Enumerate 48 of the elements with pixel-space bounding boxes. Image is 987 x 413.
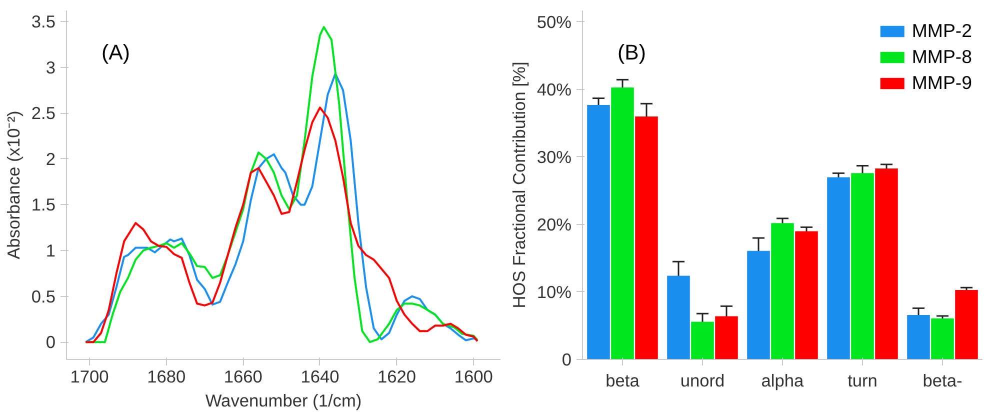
x-tick-label: beta- xyxy=(922,370,962,390)
y-tick-label: 50% xyxy=(536,12,572,32)
bar xyxy=(907,314,930,360)
x-tick-label: beta xyxy=(606,370,640,390)
legend-label: MMP-8 xyxy=(912,46,972,68)
y-tick-label: 20% xyxy=(536,214,572,234)
x-tick-label: 1700 xyxy=(70,366,109,386)
y-tick-label: 1 xyxy=(46,240,56,260)
bar xyxy=(635,116,658,360)
x-tick-label: 1640 xyxy=(300,366,340,386)
y-axis-title: HOS Fractional Contribution [%] xyxy=(508,62,529,308)
y-tick-label: 10% xyxy=(536,282,572,302)
x-tick-label: alpha xyxy=(761,370,804,390)
bar xyxy=(795,231,818,360)
x-axis-title: Wavenumber (1/cm) xyxy=(205,390,362,410)
bar xyxy=(851,173,874,360)
bar xyxy=(827,177,850,360)
y-tick-label: 0.5 xyxy=(31,286,56,306)
y-tick-label: 30% xyxy=(536,146,572,167)
bar xyxy=(611,87,634,360)
bar xyxy=(955,290,978,360)
bar xyxy=(691,322,714,360)
bar xyxy=(587,105,610,360)
x-tick-label: 1600 xyxy=(454,366,493,386)
y-tick-label: 3.5 xyxy=(31,11,56,32)
legend-label: MMP-9 xyxy=(912,72,972,94)
bar xyxy=(931,318,954,360)
x-tick-label: 1680 xyxy=(147,366,186,386)
bar xyxy=(715,316,738,360)
y-tick-label: 2 xyxy=(46,148,56,169)
bar xyxy=(747,250,770,360)
y-axis-title: Absorbance (x10⁻²) xyxy=(3,110,24,260)
bar xyxy=(667,276,690,360)
y-tick-label: 2.5 xyxy=(31,103,56,124)
y-tick-label: 1.5 xyxy=(31,194,56,215)
bar xyxy=(771,223,794,360)
y-tick-label: 40% xyxy=(536,79,572,100)
y-tick-label: 3 xyxy=(46,57,56,78)
x-tick-label: turn xyxy=(848,370,878,390)
y-tick-label: 0 xyxy=(46,332,56,352)
bar xyxy=(875,168,898,360)
legend-label: MMP-2 xyxy=(912,20,972,42)
x-tick-label: 1620 xyxy=(378,366,416,386)
text: (B) xyxy=(618,40,646,64)
x-tick-label: unord xyxy=(680,370,725,390)
text: (A) xyxy=(102,40,130,64)
y-tick-label: 0 xyxy=(562,350,572,370)
x-tick-label: 1660 xyxy=(224,366,262,386)
